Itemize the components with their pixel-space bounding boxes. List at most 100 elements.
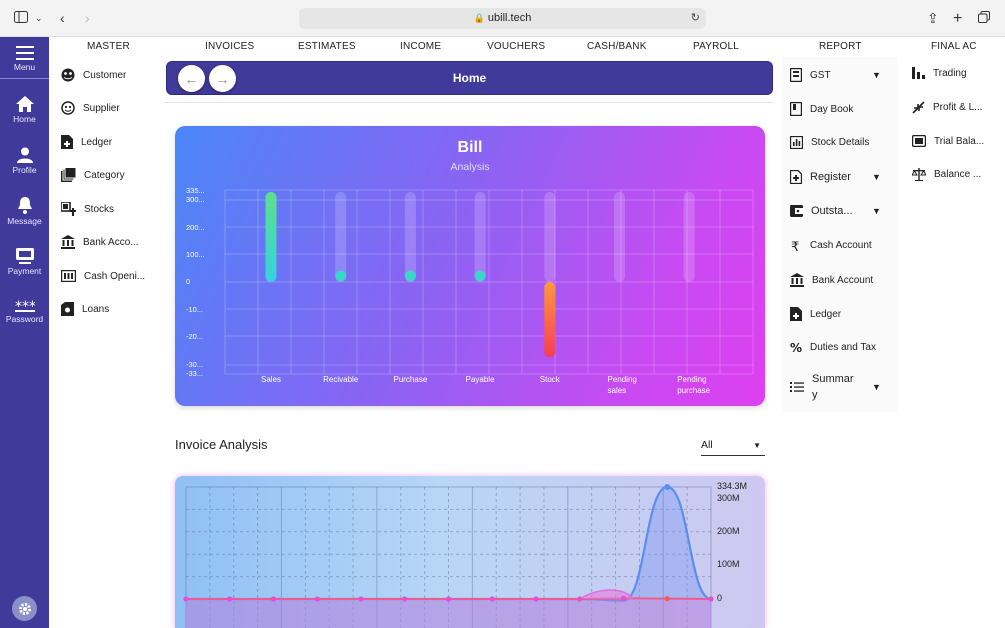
bank-icon — [790, 273, 804, 287]
invoice-pink-area — [186, 599, 711, 628]
bill-xlabel: Payable — [465, 375, 495, 384]
invoice-ytick: 334.3M — [717, 481, 748, 491]
invoice-ytick: 0 — [717, 593, 723, 603]
bill-bar-dot — [404, 270, 416, 282]
bill-bar-track — [614, 192, 625, 282]
invoice-point — [489, 596, 495, 602]
top-menu: MASTER INVOICES ESTIMATES INCOME VOUCHER… — [49, 37, 1005, 57]
bill-xlabel: Pending purchase — [677, 375, 711, 395]
master-cash-opening[interactable]: Cash Openi... — [61, 266, 145, 286]
customer-icon — [61, 68, 75, 82]
invoice-point — [577, 596, 583, 602]
menu-payroll[interactable]: PAYROLL — [693, 41, 740, 52]
bill-xlabel: Sales — [260, 375, 281, 384]
nav-payment-label: Payment — [7, 266, 42, 276]
new-tab-icon[interactable]: + — [953, 10, 963, 27]
master-supplier-label: Supplier — [83, 102, 120, 114]
menu-income[interactable]: INCOME — [400, 41, 442, 52]
nav-home[interactable]: Home — [0, 96, 49, 124]
password-icon: *** — [14, 300, 35, 312]
invoice-point — [402, 596, 408, 602]
master-stocks[interactable]: Stocks — [61, 199, 114, 219]
compress-icon — [912, 101, 925, 114]
nav-password[interactable]: *** Password — [0, 300, 49, 324]
master-loans[interactable]: Loans — [61, 299, 109, 319]
bill-bar-track — [335, 192, 347, 282]
menu-vouchers[interactable]: VOUCHERS — [487, 41, 546, 52]
address-bar[interactable]: 🔒 ubill.tech ↻ — [299, 8, 706, 29]
bill-bar — [265, 192, 277, 282]
report-register[interactable]: Register ▼ — [790, 170, 881, 184]
report-outstanding[interactable]: Outsta... ▼ — [790, 205, 881, 217]
final-profit-loss-label: Profit & L... — [933, 102, 983, 113]
menu-cash-bank[interactable]: CASH/BANK — [587, 41, 647, 52]
category-icon — [61, 168, 76, 182]
forward-icon[interactable]: › — [85, 10, 90, 26]
bill-ytick: 300... — [186, 195, 205, 204]
report-cash-account[interactable]: ₹ Cash Account — [790, 239, 872, 252]
menu-invoices[interactable]: INVOICES — [205, 41, 255, 52]
master-bank-account[interactable]: Bank Acco... — [61, 232, 139, 252]
bill-bar-track — [474, 192, 486, 282]
tabs-overview-icon[interactable] — [978, 0, 990, 37]
master-supplier[interactable]: Supplier — [61, 98, 120, 118]
back-icon[interactable]: ‹ — [60, 10, 65, 26]
bell-icon — [17, 197, 32, 214]
report-duties-and-tax[interactable]: % Duties and Tax — [790, 341, 876, 353]
menu-report[interactable]: REPORT — [819, 41, 862, 52]
supplier-icon — [61, 101, 75, 115]
final-balance-sheet-label: Balance ... — [934, 169, 982, 180]
sidebar-toggle-icon[interactable] — [14, 0, 28, 37]
reload-icon[interactable]: ↻ — [690, 12, 700, 24]
nav-payment[interactable]: Payment — [0, 248, 49, 276]
final-balance-sheet[interactable]: Balance ... — [912, 168, 981, 181]
report-summary[interactable]: Summar y ▼ — [790, 371, 881, 403]
menu-estimates[interactable]: ESTIMATES — [298, 41, 356, 52]
invoice-point — [445, 596, 452, 602]
bank-icon — [61, 235, 75, 249]
menu-master[interactable]: MASTER — [87, 41, 130, 52]
forward-button[interactable]: → — [209, 65, 236, 92]
menu-button[interactable]: Menu — [0, 37, 49, 79]
gst-icon — [790, 68, 802, 82]
final-trading[interactable]: Trading — [912, 67, 967, 79]
back-button[interactable]: ← — [178, 65, 205, 92]
invoice-area-chart — [183, 484, 714, 628]
invoice-ytick: 100M — [717, 559, 740, 569]
chevron-down-icon: ▼ — [872, 70, 881, 80]
menu-final-ac[interactable]: FINAL AC — [931, 41, 977, 52]
arrow-left-icon: ← — [184, 70, 199, 87]
chevron-down-icon: ▼ — [872, 172, 881, 182]
master-bank-account-label: Bank Acco... — [83, 236, 139, 248]
bill-bar-track — [404, 192, 416, 282]
final-trial-balance[interactable]: Trial Bala... — [912, 135, 984, 147]
chevron-down-icon[interactable]: ⌄ — [35, 13, 43, 23]
master-loans-label: Loans — [82, 303, 110, 315]
invoice-grid — [185, 486, 712, 628]
invoice-point — [708, 596, 714, 602]
bill-bar-track — [544, 192, 556, 282]
report-bank-account[interactable]: Bank Account — [790, 273, 873, 287]
settings-button[interactable] — [12, 596, 37, 621]
master-customer[interactable]: Customer — [61, 65, 126, 85]
svg-text:%: % — [790, 341, 802, 353]
invoice-bump — [579, 589, 635, 600]
payment-icon — [15, 248, 34, 264]
share-icon[interactable]: ⇪ — [927, 10, 939, 26]
report-cash-account-label: Cash Account — [810, 240, 872, 251]
invoice-filter-select[interactable]: All ▼ — [701, 436, 765, 456]
report-ledger[interactable]: Ledger — [790, 307, 841, 321]
nav-profile[interactable]: Profile — [0, 147, 49, 175]
url-text: ubill.tech — [487, 12, 532, 24]
report-gst[interactable]: GST ▼ — [790, 68, 881, 82]
master-ledger[interactable]: Ledger — [61, 132, 112, 152]
master-category[interactable]: Category — [61, 165, 125, 185]
invoice-analysis-card: 334.3M 300M 200M 100M 0 — [175, 476, 765, 628]
report-stock-details[interactable]: Stock Details — [790, 136, 869, 149]
invoice-point — [183, 596, 189, 602]
final-profit-loss[interactable]: Profit & L... — [912, 101, 982, 114]
report-day-book[interactable]: Day Book — [790, 102, 853, 116]
nav-message[interactable]: Message — [0, 196, 49, 226]
master-ledger-label: Ledger — [81, 136, 113, 148]
bill-analysis-card: Bill Analysis 335... 300... 200... 100... 0 -… — [175, 126, 765, 406]
